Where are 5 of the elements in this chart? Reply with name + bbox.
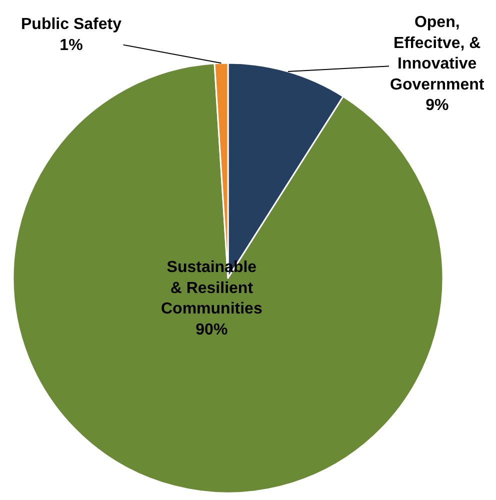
data-label: 9% [426, 97, 449, 114]
slice-label: Open, Effecitve, & Innovative Government [390, 14, 485, 94]
data-label: 90% [196, 321, 228, 338]
slice-label: Public Safety [21, 16, 122, 33]
data-label: 1% [60, 36, 83, 54]
